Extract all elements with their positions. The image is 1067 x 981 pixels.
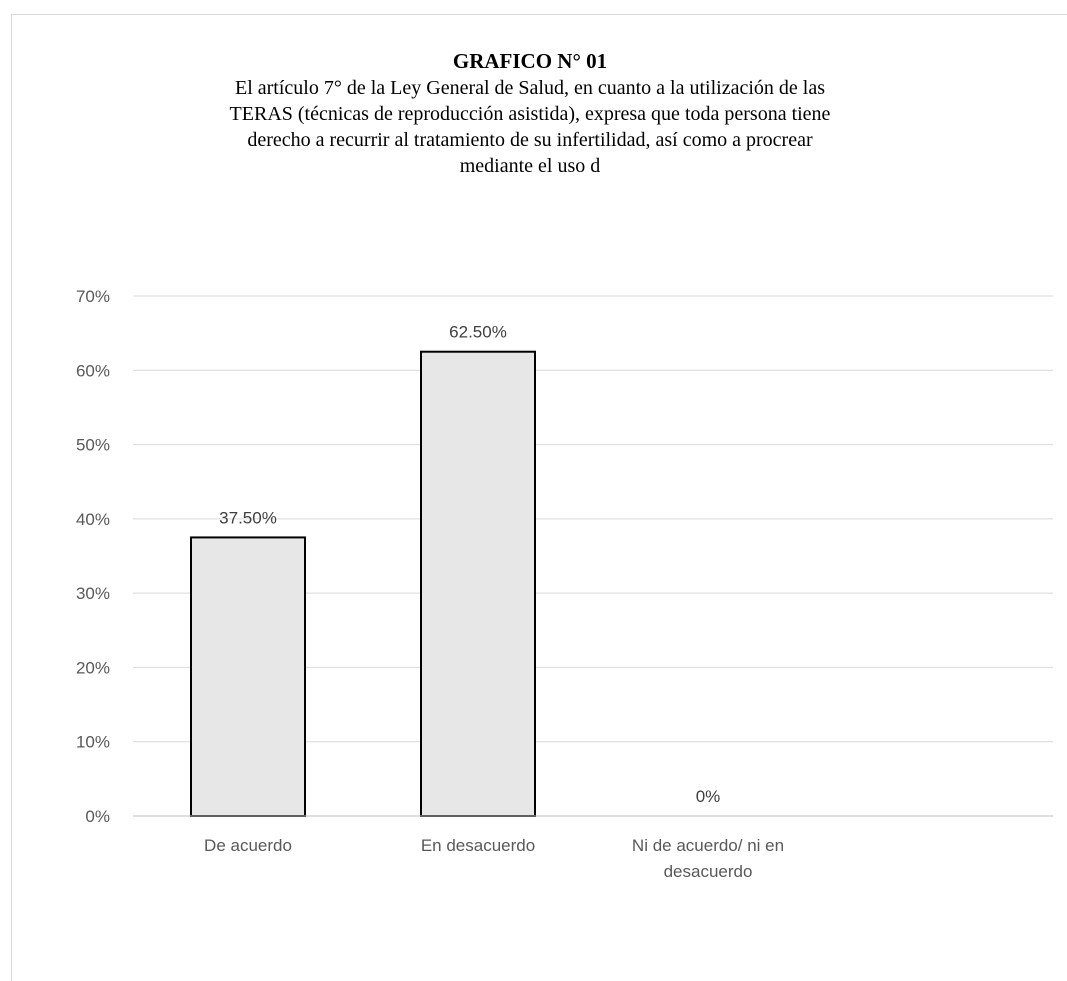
- y-tick-label: 40%: [76, 510, 110, 529]
- subtitle-line-1: El artículo 7° de la Ley General de Salu…: [235, 77, 825, 99]
- category-label: desacuerdo: [664, 862, 753, 881]
- y-tick-label: 20%: [76, 658, 110, 677]
- y-tick-label: 0%: [85, 807, 110, 826]
- bar: [420, 350, 536, 817]
- subtitle-line-4: mediante el uso d: [459, 155, 601, 177]
- data-label: 0%: [696, 787, 721, 806]
- category-label: Ni de acuerdo/ ni en: [632, 836, 784, 855]
- data-label: 62.50%: [449, 323, 507, 342]
- subtitle-line-3: derecho a recurrir al tratamiento de su …: [247, 129, 813, 151]
- y-tick-label: 70%: [76, 287, 110, 306]
- y-tick-label: 60%: [76, 361, 110, 380]
- data-labels: 37.50% 62.50% 0%: [219, 323, 720, 806]
- category-label: De acuerdo: [204, 836, 292, 855]
- category-labels: De acuerdo En desacuerdo Ni de acuerdo/ ni…: [204, 836, 784, 881]
- y-axis-tick-labels: 0% 10% 20% 30% 40% 50% 60% 70%: [76, 287, 110, 826]
- y-tick-label: 30%: [76, 584, 110, 603]
- y-tick-label: 10%: [76, 733, 110, 752]
- bars: [190, 350, 536, 818]
- y-tick-label: 50%: [76, 436, 110, 455]
- bar: [190, 536, 306, 818]
- category-label: En desacuerdo: [421, 836, 535, 855]
- chart-subtitle: El artículo 7° de la Ley General de Salu…: [100, 75, 960, 179]
- chart-title-block: GRAFICO N° 01 El artículo 7° de la Ley G…: [100, 47, 960, 179]
- data-label: 37.50%: [219, 508, 277, 527]
- subtitle-line-2: TERAS (técnicas de reproducción asistida…: [229, 103, 831, 125]
- chart-title: GRAFICO N° 01: [452, 49, 608, 73]
- chart-frame: [11, 14, 1067, 981]
